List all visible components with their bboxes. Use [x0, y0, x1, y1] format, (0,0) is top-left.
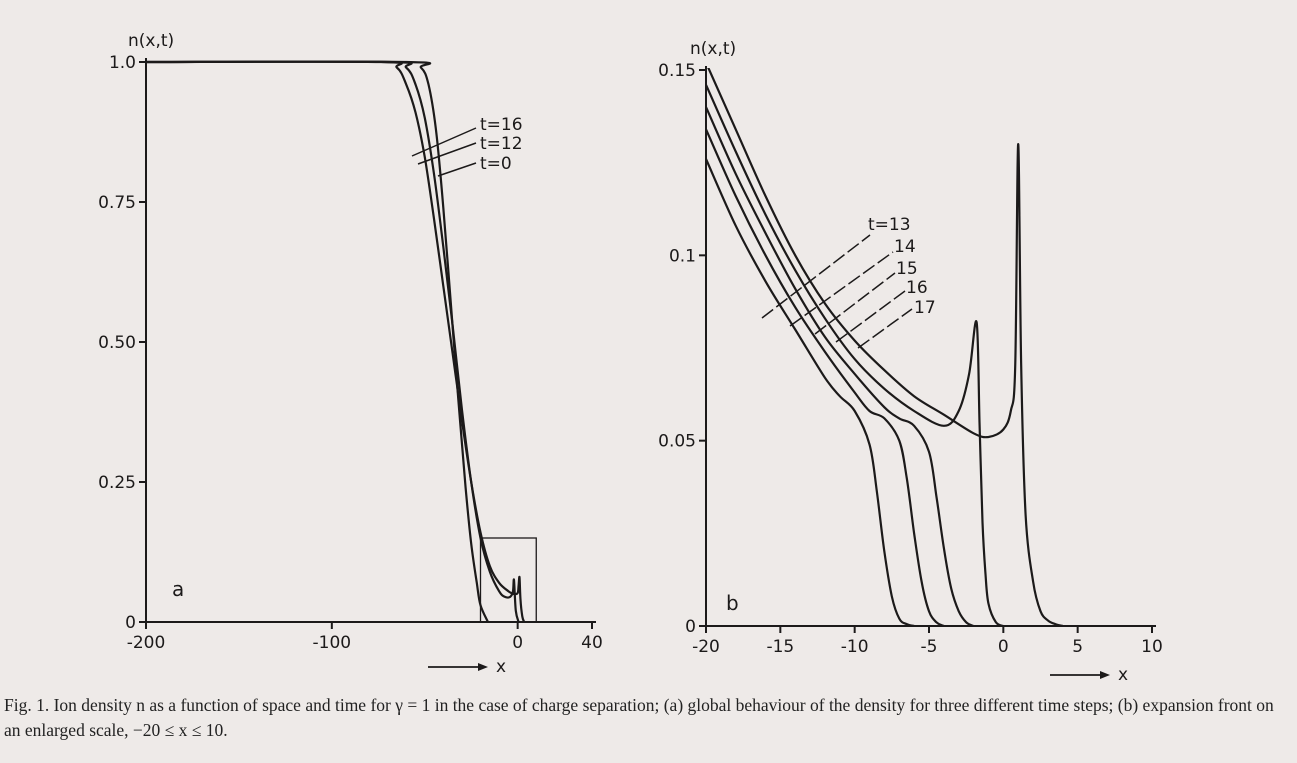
panel-b-curves	[706, 68, 1064, 626]
legend-label-t0: t=0	[480, 154, 512, 174]
panel-b-xtick-label: 10	[1141, 637, 1163, 657]
panel-b-series-14	[706, 128, 945, 626]
panel-a-ytick-label: 0	[125, 613, 136, 633]
panel-a-xtick: -200	[127, 622, 166, 653]
panel-a-panel-label: a	[172, 577, 184, 601]
panel-b-series-16	[706, 84, 1004, 626]
panel-a-ylabel: n(x,t)	[128, 31, 174, 51]
panel-b-ytick-label: 0.15	[658, 61, 696, 81]
panel-a-ytick: 0.50	[98, 333, 146, 353]
panel-a-xlabel-arrow	[428, 663, 488, 671]
panel-b-legend-labels: t=13 14 15 16 17	[761, 215, 936, 349]
panel-a-ytick-label: 1.0	[109, 53, 136, 73]
panel-b-ytick-label: 0.1	[669, 246, 696, 266]
panel-a-xtick-label: -200	[127, 633, 166, 653]
panel-a-curves	[146, 60, 526, 622]
panel-b-xtick: 0	[998, 626, 1009, 657]
panel-a-xtick-label: 0	[512, 633, 523, 653]
panel-b-ytick: 0.15	[658, 61, 706, 81]
figure-caption: Fig. 1. Ion density n as a function of s…	[4, 695, 1274, 740]
panel-b-panel-label: b	[726, 591, 739, 615]
legend-label-14: 14	[894, 237, 916, 257]
legend-label-15: 15	[896, 259, 918, 279]
panel-a-ytick: 0	[125, 613, 146, 633]
legend-label-t12: t=12	[480, 134, 523, 154]
panel-b-ytick: 0.1	[669, 246, 706, 266]
panel-a-series-t-0	[146, 60, 489, 622]
panel-a-xtick: -100	[313, 622, 352, 653]
legend-label-t16: t=16	[480, 115, 523, 135]
panel-a-ytick: 1.0	[109, 53, 146, 73]
panel-b-xtick: -5	[921, 626, 938, 657]
panel-a-xtick-label: -100	[313, 633, 352, 653]
panel-a-ytick-label: 0.50	[98, 333, 136, 353]
panel-b-xtick-label: -5	[921, 637, 938, 657]
legend-label-t13: t=13	[868, 215, 911, 235]
panel-a-axes: 0 0.25 0.50 0.75 1.0 -200 -100 0 40	[98, 53, 603, 653]
panel-a-series-t-12	[146, 60, 520, 622]
panel-a-ytick: 0.25	[98, 473, 146, 493]
panel-a-xtick: 40	[581, 622, 603, 653]
panel-b-xtick: 5	[1072, 626, 1083, 657]
panel-b-xtick-label: -15	[766, 637, 794, 657]
panel-b-expansion-front: 0 0.05 0.1 0.15 -20 -15 -10 -5 0 5 10 n(x,t) b x t…	[658, 39, 1163, 685]
panel-b-ytick-label: 0	[685, 617, 696, 637]
figure: 00.250.500.751.0-200 -100 0 40 n(x,t) a x t…	[98, 31, 1163, 685]
panel-b-ylabel: n(x,t)	[690, 39, 736, 59]
panel-b-xtick: -10	[841, 626, 869, 657]
panel-a-xtick: 0	[512, 622, 523, 653]
panel-b-series-17	[707, 68, 1064, 626]
panel-b-series-t-13	[706, 158, 915, 626]
panel-a-zoom-box	[479, 537, 537, 623]
panel-b-xtick-label: -10	[841, 637, 869, 657]
panel-b-ytick-label: 0.05	[658, 432, 696, 452]
panel-a-legend-labels: t=16 t=12 t=0	[411, 115, 523, 177]
panel-b-xtick-label: 0	[998, 637, 1009, 657]
panel-a-series-t-16	[146, 60, 526, 622]
panel-b-xtick: -15	[766, 626, 794, 657]
panel-a-ytick-label: 0.75	[98, 193, 136, 213]
panel-a-density-global: 0 0.25 0.50 0.75 1.0 -200 -100 0 40 n(x,t) a x t…	[98, 31, 603, 677]
legend-label-17: 17	[914, 298, 936, 318]
panel-b-axes: 0 0.05 0.1 0.15 -20 -15 -10 -5 0 5 10	[658, 61, 1163, 657]
panel-b-xtick: 10	[1141, 626, 1163, 657]
panel-b-xtick: -20	[692, 626, 720, 657]
panel-a-xtick-label: 40	[581, 633, 603, 653]
panel-b-xlabel: x	[1118, 665, 1128, 685]
panel-b-ytick: 0	[685, 617, 706, 637]
panel-a-ytick: 0.75	[98, 193, 146, 213]
legend-label-16: 16	[906, 278, 928, 298]
panel-b-series-15	[706, 106, 975, 626]
panel-b-xtick-label: 5	[1072, 637, 1083, 657]
panel-b-xlabel-arrow	[1050, 671, 1110, 679]
panel-b-ytick: 0.05	[658, 432, 706, 452]
panel-b-xtick-label: -20	[692, 637, 720, 657]
panel-a-xlabel: x	[496, 657, 506, 677]
panel-a-ytick-label: 0.25	[98, 473, 136, 493]
